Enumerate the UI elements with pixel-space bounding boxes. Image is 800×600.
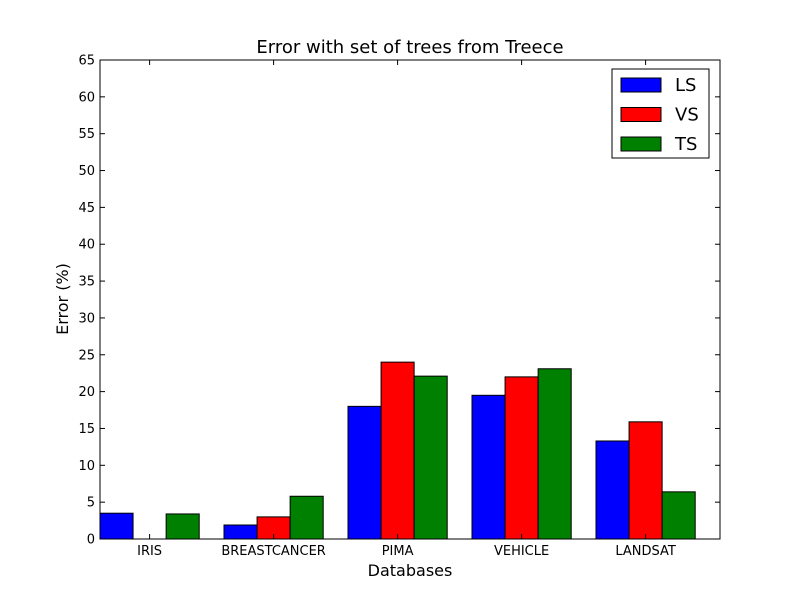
y-tick-label: 40 — [78, 238, 95, 253]
y-tick-label: 0 — [87, 533, 95, 548]
x-axis-label: Databases — [368, 561, 453, 580]
bars-group — [99, 361, 696, 540]
x-tick-label: PIMA — [382, 544, 414, 559]
plot-frame — [99, 59, 721, 540]
y-tick-label: 55 — [78, 127, 95, 142]
legend-swatch-ls — [620, 77, 662, 93]
bar-ts-pima — [413, 375, 448, 540]
y-tick-label: 30 — [78, 311, 95, 326]
y-axis-label: Error (%) — [53, 263, 72, 335]
legend-swatch-ts — [620, 136, 662, 152]
x-tick-label: LANDSAT — [615, 544, 676, 559]
bar-ls-iris — [99, 512, 134, 540]
bar-ls-breastcancer — [223, 524, 258, 540]
legend-label-vs: VS — [675, 105, 699, 126]
chart-title: Error with set of trees from Treece — [256, 37, 563, 58]
x-tick-label: VEHICLE — [494, 544, 549, 559]
y-tick-label: 60 — [78, 90, 95, 105]
bar-ls-vehicle — [471, 394, 506, 540]
bar-ts-iris — [165, 513, 200, 540]
y-tick-label: 15 — [78, 422, 95, 437]
bar-ts-vehicle — [537, 368, 572, 540]
y-tick-label: 45 — [78, 201, 95, 216]
bar-ts-landsat — [661, 491, 696, 540]
legend-label-ls: LS — [675, 75, 696, 96]
bar-ts-breastcancer — [289, 495, 324, 540]
y-tick-label: 5 — [87, 496, 95, 511]
y-tick-label: 35 — [78, 275, 95, 290]
legend-label-ts: TS — [674, 134, 697, 155]
bar-ls-pima — [347, 405, 382, 540]
y-tick-label: 20 — [78, 385, 95, 400]
legend: LS VS TS — [611, 68, 710, 159]
ticks-group: 0 5 10 15 20 25 30 35 40 45 50 55 60 65 IRIS BREASTCANC… — [78, 54, 720, 559]
bar-vs-pima — [380, 361, 415, 540]
y-tick-label: 25 — [78, 348, 95, 363]
bar-vs-vehicle — [504, 376, 539, 540]
bar-vs-landsat — [628, 421, 663, 540]
y-tick-label: 50 — [78, 164, 95, 179]
x-tick-label: BREASTCANCER — [221, 544, 326, 559]
y-tick-label: 65 — [78, 54, 95, 69]
legend-swatch-vs — [620, 107, 662, 122]
x-tick-label: IRIS — [137, 544, 162, 559]
bar-ls-landsat — [595, 440, 630, 540]
y-tick-label: 10 — [78, 459, 95, 474]
